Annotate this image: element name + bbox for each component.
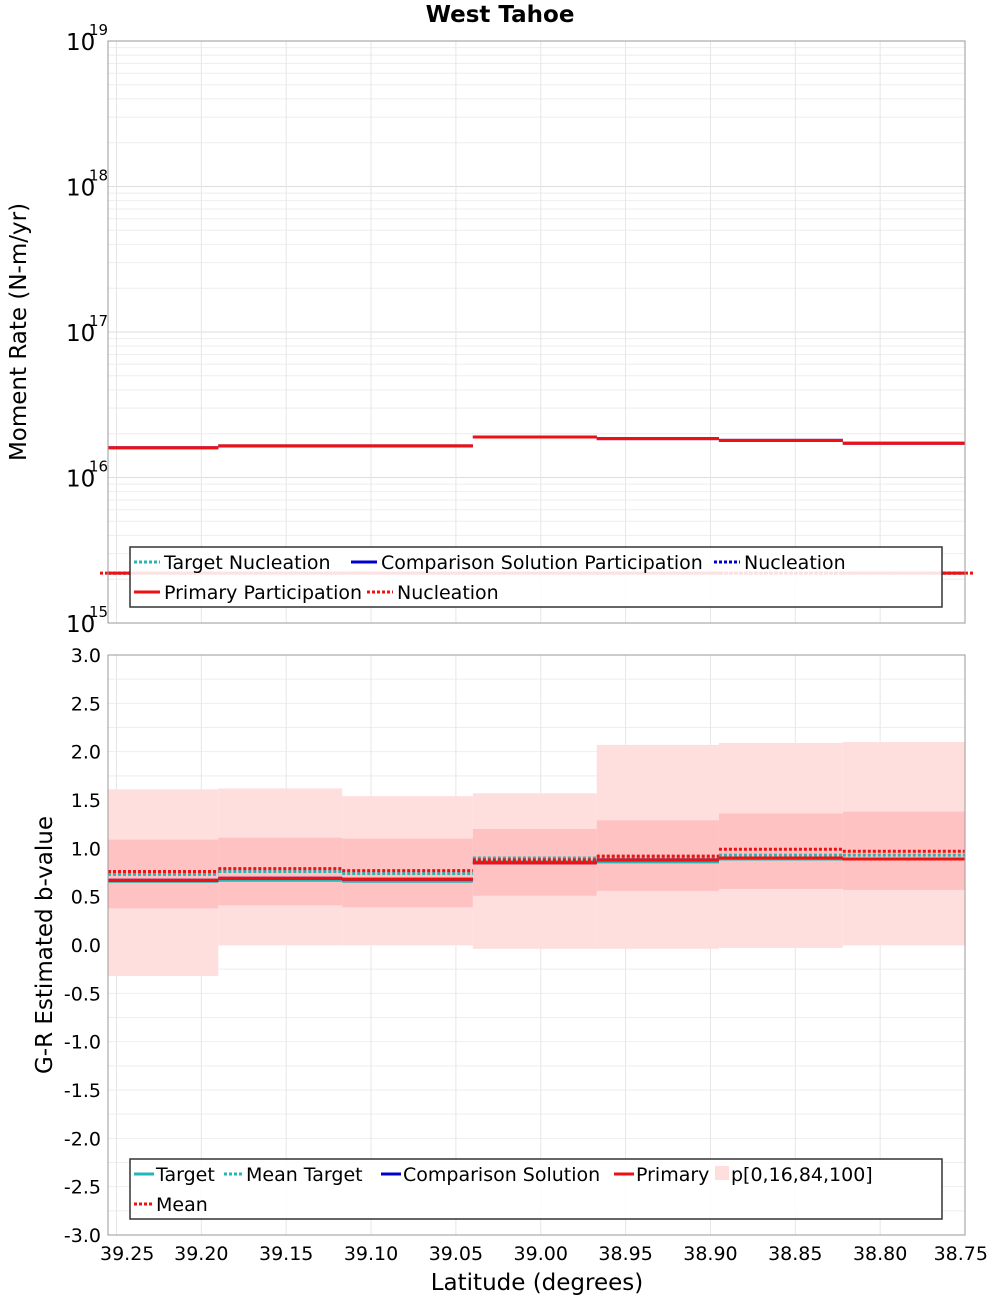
bottom-y-tick-label: 1.0 <box>71 838 101 860</box>
top-y-tick-label: 10 <box>66 30 95 56</box>
top-y-tick-label: 10 <box>66 467 95 493</box>
x-tick-label: 38.80 <box>853 1243 907 1265</box>
bottom-plot-frame <box>107 654 966 1236</box>
x-tick-label: 39.05 <box>429 1243 483 1265</box>
x-tick-label: 39.10 <box>344 1243 398 1265</box>
bottom-legend-label: Comparison Solution <box>403 1164 600 1186</box>
bottom-legend-band-swatch <box>715 1166 729 1180</box>
bottom-y-tick-label: -1.5 <box>64 1080 101 1102</box>
top-legend-label: Nucleation <box>397 582 499 604</box>
top-y-tick-exponent: 18 <box>89 167 108 185</box>
x-tick-label: 39.00 <box>514 1243 568 1265</box>
top-y-tick-exponent: 19 <box>89 21 108 39</box>
bottom-y-axis-label: G-R Estimated b-value <box>32 816 58 1074</box>
bottom-series-line <box>108 853 965 876</box>
bottom-y-tick-label: 2.5 <box>71 693 101 715</box>
top-legend-label: Comparison Solution Participation <box>381 552 703 574</box>
bottom-legend-label: Mean <box>156 1194 208 1216</box>
top-legend-box <box>129 546 943 608</box>
top-legend-label: Target Nucleation <box>163 552 331 574</box>
top-y-axis-label: Moment Rate (N-m/yr) <box>6 203 32 461</box>
bottom-y-tick-label: 0.0 <box>71 935 101 957</box>
top-legend-label: Nucleation <box>744 552 846 574</box>
x-tick-label: 39.15 <box>259 1243 313 1265</box>
top-y-tick-exponent: 16 <box>89 458 108 476</box>
top-y-tick-label: 10 <box>66 176 95 202</box>
bottom-y-tick-label: -2.5 <box>64 1177 101 1199</box>
bottom-y-tick-label: 1.5 <box>71 790 101 812</box>
bottom-legend-label: Mean Target <box>246 1164 363 1186</box>
bottom-y-tick-label: -2.0 <box>64 1128 101 1150</box>
top-y-tick-label: 10 <box>66 321 95 347</box>
bottom-legend: Target Mean Target Comparison Solution Prim… <box>129 1158 943 1220</box>
bottom-legend-label: p[0,16,84,100] <box>731 1164 873 1186</box>
x-tick-label: 39.20 <box>174 1243 228 1265</box>
top-y-tick-exponent: 17 <box>89 312 108 330</box>
x-tick-label: 38.75 <box>934 1243 988 1265</box>
bottom-series-line <box>108 856 965 882</box>
bottom-y-tick-label: 3.0 <box>71 645 101 667</box>
bottom-y-tick-label: 0.5 <box>71 887 101 909</box>
x-tick-label: 38.95 <box>598 1243 652 1265</box>
top-y-tick-exponent: 15 <box>89 603 108 621</box>
bottom-legend-label: Primary <box>636 1164 709 1186</box>
x-tick-label: 38.85 <box>768 1243 822 1265</box>
x-tick-label: 39.25 <box>100 1243 154 1265</box>
top-legend-label: Primary Participation <box>164 582 362 604</box>
bottom-legend-box <box>129 1158 943 1220</box>
top-legend: Target Nucleation Comparison Solution Par… <box>129 546 943 608</box>
x-tick-label: 38.90 <box>683 1243 737 1265</box>
bottom-y-tick-label: -0.5 <box>64 983 101 1005</box>
band-inner <box>718 813 843 889</box>
top-y-tick-label: 10 <box>66 612 95 638</box>
chart-title: West Tahoe <box>426 2 575 28</box>
bottom-panel: -3.0 -2.5 -2.0 -1.5 -1.0 -0.5 0.0 0.5 1.0 1.5 2.0 2… <box>64 645 988 1265</box>
top-series-line <box>108 435 965 450</box>
top-plot-frame <box>107 40 966 624</box>
x-axis-label: Latitude (degrees) <box>431 1270 644 1296</box>
bottom-y-tick-label: 2.0 <box>71 742 101 764</box>
bottom-series-line <box>108 847 965 874</box>
bottom-y-tick-label: -1.0 <box>64 1032 101 1054</box>
bottom-y-tick-label: -3.0 <box>64 1225 101 1247</box>
bottom-legend-label: Target <box>155 1164 215 1186</box>
